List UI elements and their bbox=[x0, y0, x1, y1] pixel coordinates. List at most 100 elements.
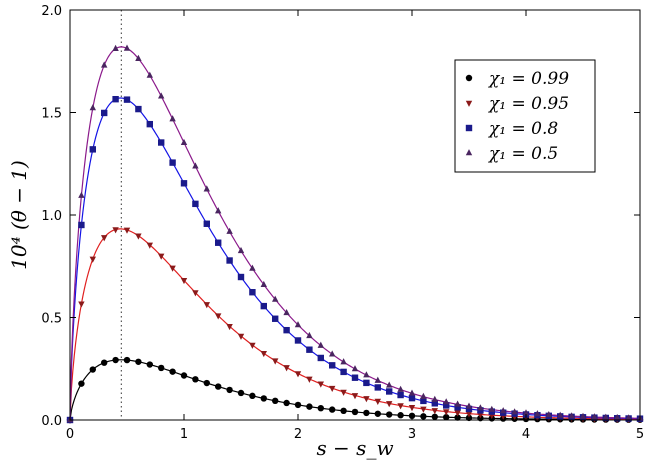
data-point bbox=[329, 385, 336, 393]
data-point bbox=[488, 405, 495, 412]
legend-marker bbox=[465, 149, 473, 156]
data-point bbox=[340, 368, 347, 376]
data-point bbox=[146, 120, 153, 128]
data-point bbox=[146, 71, 153, 78]
data-point bbox=[226, 227, 233, 234]
data-point bbox=[260, 280, 267, 287]
data-point bbox=[408, 389, 416, 396]
data-point bbox=[135, 105, 142, 113]
data-point bbox=[465, 411, 473, 418]
data-point bbox=[579, 412, 587, 419]
data-point bbox=[545, 410, 552, 418]
data-point bbox=[408, 394, 416, 402]
data-point bbox=[614, 413, 621, 421]
data-point bbox=[215, 383, 222, 390]
data-point bbox=[351, 393, 359, 400]
data-point bbox=[557, 411, 564, 418]
data-point bbox=[386, 388, 393, 395]
data-point bbox=[180, 138, 188, 145]
data-point bbox=[351, 408, 359, 416]
data-point bbox=[249, 264, 256, 271]
data-point bbox=[329, 350, 336, 357]
data-point bbox=[203, 302, 210, 309]
data-point bbox=[443, 413, 450, 421]
data-point bbox=[363, 371, 370, 378]
data-point bbox=[431, 400, 438, 407]
legend-marker bbox=[465, 124, 473, 132]
x-tick-label: 1 bbox=[180, 427, 188, 442]
data-point bbox=[317, 381, 324, 388]
data-point bbox=[237, 389, 245, 397]
data-point bbox=[397, 385, 404, 392]
data-point bbox=[283, 308, 290, 316]
data-point bbox=[123, 227, 131, 234]
data-point bbox=[89, 146, 96, 153]
data-point bbox=[226, 257, 233, 264]
data-point bbox=[386, 401, 393, 408]
data-point bbox=[169, 159, 176, 166]
data-point bbox=[78, 301, 85, 308]
y-tick-label: 1.0 bbox=[41, 209, 62, 224]
data-point bbox=[317, 404, 324, 412]
data-point bbox=[260, 302, 267, 310]
data-point bbox=[78, 380, 85, 387]
data-point bbox=[374, 376, 381, 383]
data-point bbox=[591, 413, 598, 420]
data-point bbox=[397, 391, 404, 399]
data-point bbox=[306, 331, 313, 339]
data-point bbox=[158, 253, 165, 260]
data-point bbox=[260, 350, 267, 358]
data-point bbox=[477, 404, 484, 411]
data-point bbox=[180, 180, 188, 187]
legend-label: χ₁ = 0.99 bbox=[488, 69, 569, 89]
data-point bbox=[374, 384, 381, 391]
data-point bbox=[386, 411, 393, 418]
x-tick-label: 5 bbox=[636, 427, 644, 442]
data-point bbox=[374, 410, 381, 417]
data-point bbox=[89, 366, 97, 373]
data-point bbox=[112, 356, 119, 364]
data-point bbox=[386, 381, 393, 388]
data-point bbox=[101, 61, 108, 68]
data-point bbox=[203, 379, 210, 387]
data-point bbox=[397, 403, 404, 410]
data-point bbox=[123, 44, 131, 51]
data-point bbox=[454, 404, 461, 411]
data-point bbox=[602, 413, 609, 420]
data-point bbox=[260, 395, 267, 402]
data-point bbox=[135, 54, 142, 61]
legend-label: χ₁ = 0.8 bbox=[488, 119, 558, 139]
data-point bbox=[500, 407, 507, 414]
data-point bbox=[363, 409, 370, 417]
data-point bbox=[465, 402, 473, 409]
legend-marker bbox=[465, 100, 473, 107]
data-point bbox=[420, 392, 427, 399]
data-point bbox=[431, 395, 438, 402]
data-point bbox=[192, 290, 199, 297]
data-point bbox=[306, 346, 313, 353]
data-point bbox=[568, 412, 575, 419]
data-point bbox=[511, 408, 518, 415]
data-point bbox=[465, 414, 473, 422]
data-point bbox=[158, 364, 165, 372]
series-markers bbox=[66, 44, 644, 424]
legend-label: χ₁ = 0.5 bbox=[488, 144, 558, 164]
data-point bbox=[203, 220, 210, 227]
legend-box bbox=[454, 59, 596, 173]
data-point bbox=[158, 92, 165, 99]
data-point bbox=[272, 295, 279, 302]
data-point bbox=[272, 358, 279, 365]
x-tick-label: 4 bbox=[522, 427, 530, 442]
data-point bbox=[78, 191, 85, 198]
data-point bbox=[317, 354, 324, 362]
data-point bbox=[283, 365, 290, 372]
data-point bbox=[123, 96, 131, 103]
data-point bbox=[465, 405, 473, 413]
data-point bbox=[329, 406, 336, 413]
data-point bbox=[226, 323, 233, 331]
data-point bbox=[477, 412, 484, 419]
data-point bbox=[340, 407, 347, 415]
data-point bbox=[169, 368, 176, 375]
data-point bbox=[89, 104, 96, 111]
y-tick-label: 0.5 bbox=[41, 312, 62, 327]
